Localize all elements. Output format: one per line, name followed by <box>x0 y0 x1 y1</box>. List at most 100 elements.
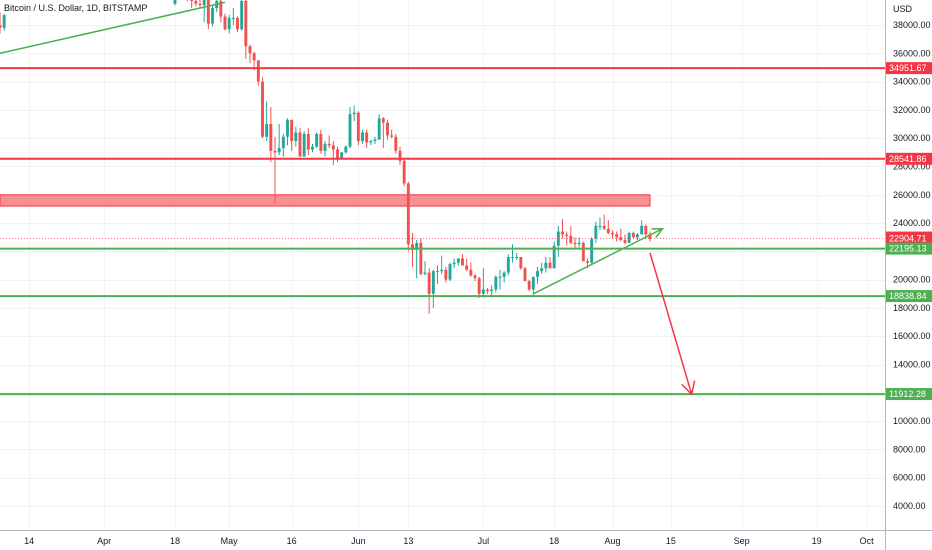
candle-body <box>190 0 194 1</box>
candle-body <box>219 0 223 17</box>
candle-body <box>594 225 598 239</box>
candle-body <box>565 234 569 236</box>
candle-body <box>298 132 302 157</box>
candle-body <box>519 257 523 269</box>
price-tick-label: 20000.00 <box>893 275 931 285</box>
candle-body <box>577 242 581 245</box>
candle-body <box>277 148 281 153</box>
trend-arrow-head <box>651 227 665 238</box>
time-tick-label: 13 <box>403 536 413 546</box>
candle-body <box>498 276 502 278</box>
price-tick-label: 10000.00 <box>893 416 931 426</box>
trend-line-rising <box>532 228 663 295</box>
candle-body <box>386 122 389 136</box>
candle-body <box>444 269 448 280</box>
candle-body <box>273 150 277 153</box>
time-axis-background[interactable] <box>0 530 932 550</box>
candle-body <box>544 262 548 269</box>
candle-body <box>244 0 248 47</box>
candle-body <box>481 289 485 294</box>
price-tick-label: 24000.00 <box>893 218 931 228</box>
candle-body <box>415 242 419 250</box>
candle-body <box>494 276 498 290</box>
time-tick-label: 14 <box>24 536 34 546</box>
candle-body <box>581 242 585 262</box>
candle-body <box>356 112 360 142</box>
candle-body <box>619 237 623 241</box>
candle-body <box>194 0 198 4</box>
candle-body <box>365 132 369 143</box>
candle-body <box>411 244 414 250</box>
candle-body <box>644 225 648 235</box>
price-line-badge <box>886 62 932 75</box>
trend-line-top <box>0 1 226 55</box>
resistance-zone <box>0 194 651 207</box>
candle-body <box>598 225 602 227</box>
price-tick-label: 26000.00 <box>893 190 931 200</box>
price-tick-label: 4000.00 <box>893 501 926 511</box>
candle-body <box>398 150 402 161</box>
price-tick-label: 16000.00 <box>893 331 931 341</box>
candle-body <box>223 16 227 30</box>
time-tick-label: Jun <box>351 536 366 546</box>
candle-body <box>315 133 319 147</box>
candle-body <box>548 262 552 269</box>
candles <box>0 0 652 314</box>
candle-body <box>648 234 652 239</box>
candle-body <box>269 124 273 151</box>
candle-body <box>486 289 489 291</box>
candle-body <box>461 258 464 266</box>
candle-body <box>586 261 589 263</box>
price-labels: 34951.6728541.8622904.7119:52:3822195.13… <box>886 62 932 401</box>
time-tick-label: Apr <box>97 536 111 546</box>
candle-body <box>465 265 469 270</box>
candle-body <box>256 60 260 82</box>
price-axis-background[interactable] <box>885 0 932 550</box>
candle-body <box>552 245 556 269</box>
candle-body <box>627 232 631 243</box>
candle-body <box>506 257 510 273</box>
price-tick-label: 30000.00 <box>893 133 931 143</box>
last-price-value: 22904.71 <box>889 234 927 244</box>
candle-body <box>473 275 477 279</box>
candle-body <box>340 152 344 158</box>
price-line-badge <box>886 242 932 255</box>
candle-body <box>265 124 269 137</box>
time-tick-label: 18 <box>170 536 180 546</box>
candle-body <box>361 132 364 142</box>
candle-body <box>615 234 619 238</box>
candle-body <box>536 271 539 277</box>
candle-body <box>511 257 514 259</box>
candle-body <box>373 139 377 142</box>
candle-body <box>281 136 285 149</box>
price-line-badge <box>886 388 932 401</box>
down-arrow-line <box>649 252 693 395</box>
price-tick-label: 28000.00 <box>893 161 931 171</box>
drawing-zones <box>0 194 651 207</box>
candle-body <box>211 8 214 24</box>
time-tick-label: Jul <box>478 536 490 546</box>
candle-body <box>286 119 289 137</box>
candle-body <box>469 269 473 276</box>
time-tick-label: Sep <box>734 536 750 546</box>
symbol-title[interactable]: Bitcoin / U.S. Dollar, 1D, BITSTAMP <box>2 2 150 14</box>
price-tick-label: 32000.00 <box>893 105 931 115</box>
candle-body <box>402 160 406 184</box>
grid <box>0 0 885 530</box>
candle-body <box>527 281 531 290</box>
candle-body <box>602 225 606 229</box>
candle-body <box>606 228 610 233</box>
candle-body <box>236 17 239 30</box>
candle-body <box>302 133 306 157</box>
candle-body <box>327 143 331 146</box>
price-tick-label: 6000.00 <box>893 473 926 483</box>
candle-body <box>573 242 577 245</box>
candle-body <box>252 53 256 61</box>
candle-body <box>377 118 381 140</box>
candle-body <box>294 132 298 142</box>
candle-body <box>452 262 456 265</box>
